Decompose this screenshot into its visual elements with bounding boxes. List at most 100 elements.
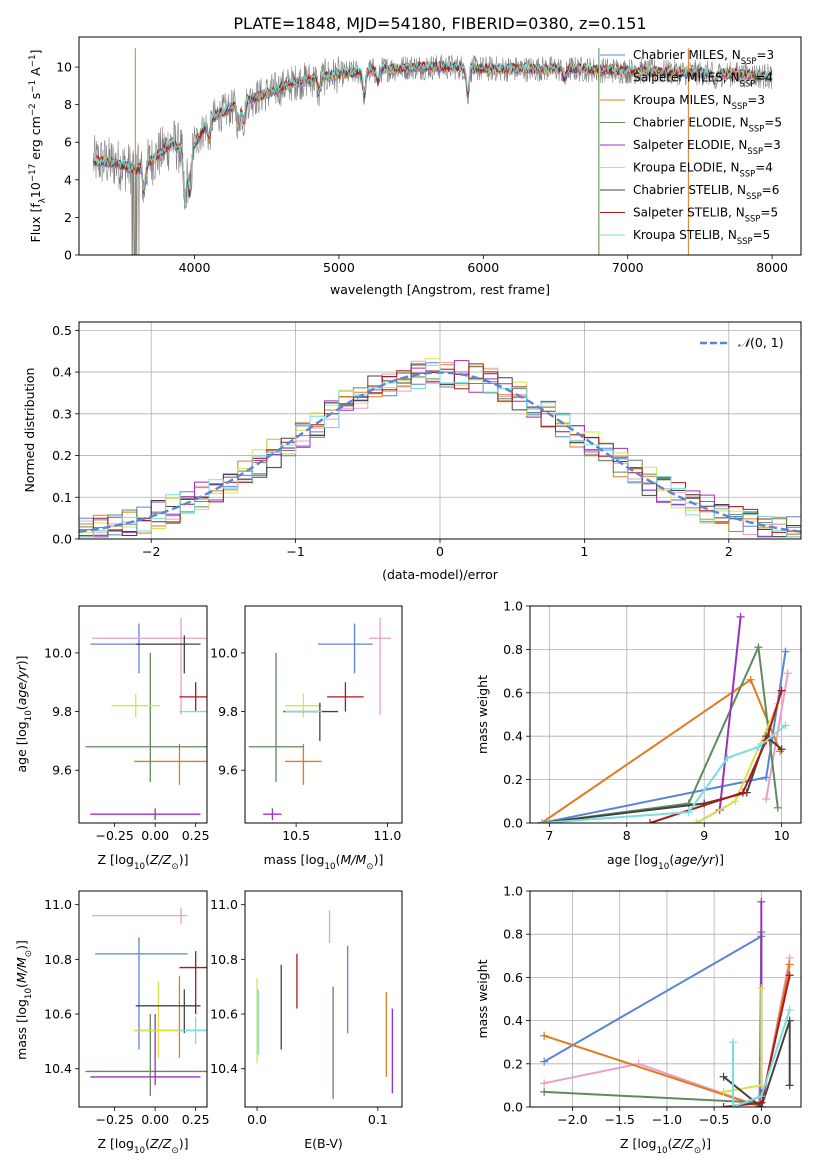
- x-tick-label: −2.0: [557, 1112, 587, 1127]
- mass-weight-marker-kroupa-stelib: [729, 1038, 738, 1047]
- x-axis-label: Z [log10(Z/Z⊙)]: [98, 852, 189, 872]
- mass-weight-marker-chabrier-elodie: [754, 643, 763, 652]
- mass-weight-marker-salpeter-stelib: [719, 1103, 728, 1107]
- mass-weight-marker-salpeter-stelib: [777, 686, 786, 695]
- y-tick-label: 11.0: [210, 897, 238, 912]
- x-tick-label: 7: [545, 828, 553, 843]
- mass-weight-vs-metallicity-panel: −2.0 −1.5 −1.0 −0.5 0.0 0.0 0.2 0.4 0.6 0.8 1.0 mas…: [475, 884, 802, 1156]
- x-axis-label: wavelength [Angstrom, rest frame]: [330, 282, 550, 297]
- y-tick-label: 2: [64, 210, 72, 225]
- x-tick-label: 8: [623, 828, 631, 843]
- y-tick-label: 6: [64, 135, 72, 150]
- legend-label-kroupa-stelib: Kroupa STELIB, NSSP=5: [633, 228, 770, 246]
- y-tick-label: 10.8: [44, 952, 72, 967]
- age-vs-metallicity-panel: −0.25 0.00 0.25 9.6 9.8 10.0 age [log10(age/yr…: [14, 605, 210, 872]
- legend-label-salpeter-stelib: Salpeter STELIB, NSSP=5: [633, 206, 778, 224]
- x-tick-label: 0.25: [182, 1112, 210, 1127]
- y-tick-label: 0.1: [52, 490, 72, 505]
- histogram-kroupa-stelib: [79, 364, 801, 538]
- legend-label-chabrier-elodie: Chabrier ELODIE, NSSP=5: [633, 116, 782, 134]
- model-line-kroupa-stelib: [92, 60, 773, 207]
- x-tick-label: 1: [580, 544, 588, 559]
- mass-weight-marker-kroupa-elodie: [757, 984, 766, 993]
- x-tick-label: 10: [774, 828, 790, 843]
- axes-frame: [244, 605, 403, 824]
- y-tick-label: 0.2: [52, 448, 72, 463]
- y-tick-label: 0.4: [503, 1013, 523, 1028]
- plot-area: [540, 897, 794, 1107]
- x-tick-label: 0.0: [751, 1112, 771, 1127]
- mass-weight-line-kroupa-stelib: [732, 1009, 791, 1107]
- axes-frame: [529, 890, 802, 1108]
- axes-frame: [78, 36, 802, 256]
- x-axis-label: Z [log10(Z/Z⊙)]: [620, 1136, 711, 1156]
- y-tick-label: 0.0: [503, 1100, 523, 1115]
- y-tick-label: 0.6: [503, 970, 523, 985]
- mass-weight-marker-chabrier-stelib: [719, 1072, 728, 1081]
- y-tick-label: 11.0: [44, 897, 72, 912]
- x-tick-label: 2: [725, 544, 733, 559]
- plot-area: [85, 617, 207, 821]
- mass-weight-marker-chabrier-stelib: [777, 745, 786, 754]
- mass-weight-marker-salpeter-miles: [762, 795, 771, 804]
- mass-weight-line-kroupa-elodie: [723, 988, 763, 1093]
- mass-weight-marker-chabrier-miles: [540, 1057, 549, 1066]
- mass-weight-marker-salpeter-stelib: [738, 788, 747, 797]
- y-tick-label: 0.0: [52, 532, 72, 547]
- y-axis-label: mass [log10(M/M⊙)]: [14, 940, 34, 1060]
- y-tick-label: 9.8: [218, 704, 238, 719]
- y-tick-label: 10.4: [210, 1061, 238, 1076]
- legend: Chabrier MILES, NSSP=3 Salpeter MILES, NS…: [600, 48, 782, 246]
- mass-weight-line-salpeter-miles: [765, 673, 789, 800]
- axes-frame: [244, 890, 403, 1108]
- mass-weight-marker-kroupa-elodie: [692, 819, 701, 823]
- legend-label-gaussian: 𝒩(0, 1): [738, 335, 784, 350]
- mass-weight-marker-salpeter-miles: [783, 669, 792, 678]
- y-tick-label: 9.6: [52, 763, 72, 778]
- gaussian-curve: [79, 371, 801, 533]
- residual-histogram-panel: −2 −1 0 1 2 0.0 0.1 0.2 0.3 0.4 0.5 Normed distribu…: [22, 321, 802, 582]
- mass-weight-marker-kroupa-stelib: [684, 808, 693, 817]
- mass-weight-marker-kroupa-stelib: [723, 753, 732, 762]
- y-tick-label: 0.0: [503, 816, 523, 831]
- y-tick-label: 9.8: [52, 704, 72, 719]
- x-tick-label: 7000: [612, 260, 644, 275]
- x-tick-label: 9: [700, 828, 708, 843]
- y-tick-label: 9.6: [218, 763, 238, 778]
- y-tick-label: 10.8: [210, 952, 238, 967]
- legend-label-kroupa-elodie: Kroupa ELODIE, NSSP=4: [633, 161, 773, 179]
- axes-frame: [78, 890, 208, 1108]
- y-tick-label: 10.0: [44, 645, 72, 660]
- mass-weight-marker-kroupa-stelib: [729, 1103, 738, 1107]
- x-tick-label: 5000: [323, 260, 355, 275]
- mass-vs-extinction-panel: 0.0 0.1 10.4 10.6 10.8 11.0 E(B-V): [210, 890, 403, 1151]
- histogram-kroupa-elodie: [79, 358, 801, 538]
- plot-area: [79, 358, 801, 538]
- y-tick-label: 8: [64, 97, 72, 112]
- x-axis-label: (data-model)/error: [382, 567, 499, 582]
- plot-area: [248, 617, 392, 821]
- x-tick-label: −0.25: [95, 1112, 133, 1127]
- age-vs-mass-panel: 10.5 11.0 9.6 9.8 10.0 mass [log10(M/M⊙)]: [210, 605, 403, 872]
- x-tick-label: 0.0: [247, 1112, 267, 1127]
- mass-weight-marker-salpeter-stelib: [646, 819, 655, 823]
- x-tick-label: −1.0: [652, 1112, 682, 1127]
- mass-vs-metallicity-panel: −0.25 0.00 0.25 10.4 10.6 10.8 11.0 mass [log10…: [14, 890, 210, 1156]
- plot-area: [85, 907, 207, 1097]
- mass-weight-line-salpeter-stelib: [649, 690, 783, 823]
- mass-weight-marker-kroupa-stelib: [757, 1092, 766, 1101]
- mass-weight-line-chabrier-stelib: [722, 1020, 791, 1107]
- mass-weight-marker-chabrier-elodie: [773, 803, 782, 812]
- figure-title: PLATE=1848, MJD=54180, FIBERID=0380, z=0…: [233, 14, 646, 33]
- y-tick-label: 0.8: [503, 927, 523, 942]
- x-tick-label: 4000: [179, 260, 211, 275]
- mass-weight-marker-kroupa-miles: [540, 1031, 549, 1040]
- y-tick-label: 0.8: [503, 642, 523, 657]
- y-tick-label: 0.2: [503, 1056, 523, 1071]
- x-tick-label: 6000: [467, 260, 499, 275]
- y-tick-label: 1.0: [503, 599, 523, 614]
- plot-area: [92, 48, 773, 255]
- x-tick-label: 8000: [756, 260, 788, 275]
- spectrum-panel: 4000 5000 6000 7000 8000 0 2 4 6 8 10 Flux [fλ10−17…: [28, 36, 802, 297]
